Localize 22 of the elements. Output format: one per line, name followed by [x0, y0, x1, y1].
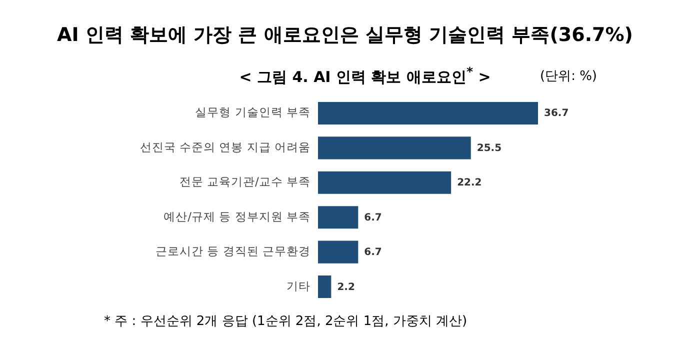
- data-label: 6.7: [364, 212, 382, 224]
- y-tick-label: 근로시간 등 경직된 근무환경: [156, 244, 310, 258]
- data-label: 6.7: [364, 247, 382, 258]
- bar: [318, 275, 332, 298]
- bar: [318, 206, 358, 229]
- y-tick-label: 전문 교육기관/교수 부족: [179, 174, 310, 189]
- y-tick-label: 기타: [286, 278, 310, 293]
- text: (단위: %): [540, 68, 598, 85]
- bar: [318, 171, 452, 194]
- y-tick-label: 예산/규제 등 정부지원 부족: [164, 209, 310, 224]
- data-label: 36.7: [544, 108, 569, 120]
- bar: [318, 136, 471, 160]
- data-label: 22.2: [457, 178, 482, 189]
- chart-title: AI 인력 확보에 가장 큰 애로요인은 실무형 기술인력 부족(36.7%): [56, 23, 634, 48]
- text: * 주 : 우선순위 2개 응답 (1순위 2점, 2순위 1점, 가중치 계산): [104, 313, 468, 330]
- data-label: 25.5: [476, 142, 502, 154]
- bar: [318, 240, 358, 264]
- data-label: 2.2: [337, 282, 355, 293]
- bar: [318, 102, 538, 125]
- y-tick-label: 실무형 기술인력 부족: [195, 105, 310, 120]
- y-tick-label: 선진국 수준의 연봉 지급 어려움: [140, 140, 310, 154]
- chart-subtitle: < 그림 4. AI 인력 확보 애로요인$^{*}$ >: [238, 64, 492, 87]
